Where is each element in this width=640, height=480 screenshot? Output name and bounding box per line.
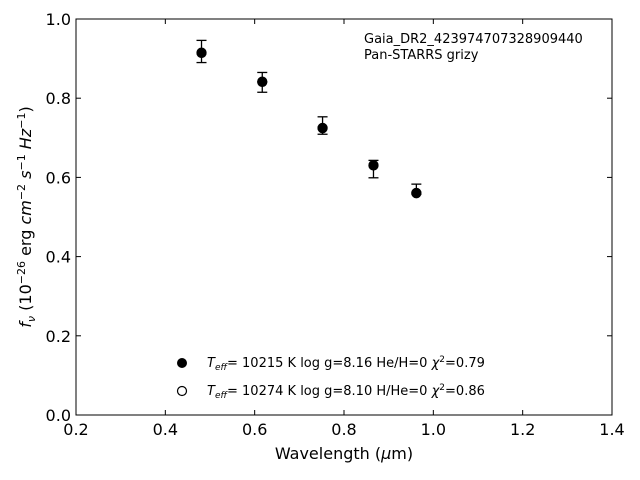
y-tick-label: 0.0: [46, 406, 71, 425]
legend: Teff= 10215 K log g=8.16 He/H=0 χ2=0.79 …: [176, 355, 485, 401]
y-axis-label: fν (10−26 erg cm−2 s−1 Hz−1): [15, 106, 38, 327]
x-tick-label: 0.4: [153, 420, 178, 439]
data-point-open: [368, 160, 379, 171]
x-tick-label: 0.8: [331, 420, 356, 439]
y-tick-label: 0.4: [46, 248, 71, 267]
x-tick-label: 1.2: [510, 420, 535, 439]
data-point-open: [196, 47, 207, 59]
data-point-open: [317, 123, 328, 134]
y-tick-label: 1.0: [46, 10, 71, 29]
legend-label-open: Teff= 10274 K log g=8.10 H/He=0 χ2=0.86: [207, 383, 485, 401]
annotation-object-id: Gaia_DR2_423974707328909440: [364, 32, 583, 47]
x-tick-label: 0.6: [242, 420, 267, 439]
axis-ticks: 0.2 0.4 0.6 0.8 1.0 1.2 1.40.00.20.40.60.81.0: [46, 10, 625, 439]
legend-label-filled: Teff= 10215 K log g=8.16 He/H=0 χ2=0.79: [207, 355, 485, 373]
x-tick-label: 0.2: [63, 420, 88, 439]
y-tick-label: 0.6: [46, 168, 71, 187]
y-tick-label: 0.8: [46, 89, 71, 108]
legend-marker-filled: [177, 358, 187, 368]
y-tick-label: 0.2: [46, 327, 71, 346]
x-tick-label: 1.0: [421, 420, 446, 439]
data-point-open: [257, 76, 268, 88]
data-points: [196, 47, 422, 199]
annotation-survey: Pan-STARRS grizy: [364, 48, 479, 63]
data-point-open: [411, 187, 422, 198]
error-bars: [196, 39, 422, 196]
x-axis-label: Wavelength (μm): [275, 444, 413, 463]
legend-marker-open: [176, 385, 188, 397]
x-tick-label: 1.4: [599, 420, 624, 439]
